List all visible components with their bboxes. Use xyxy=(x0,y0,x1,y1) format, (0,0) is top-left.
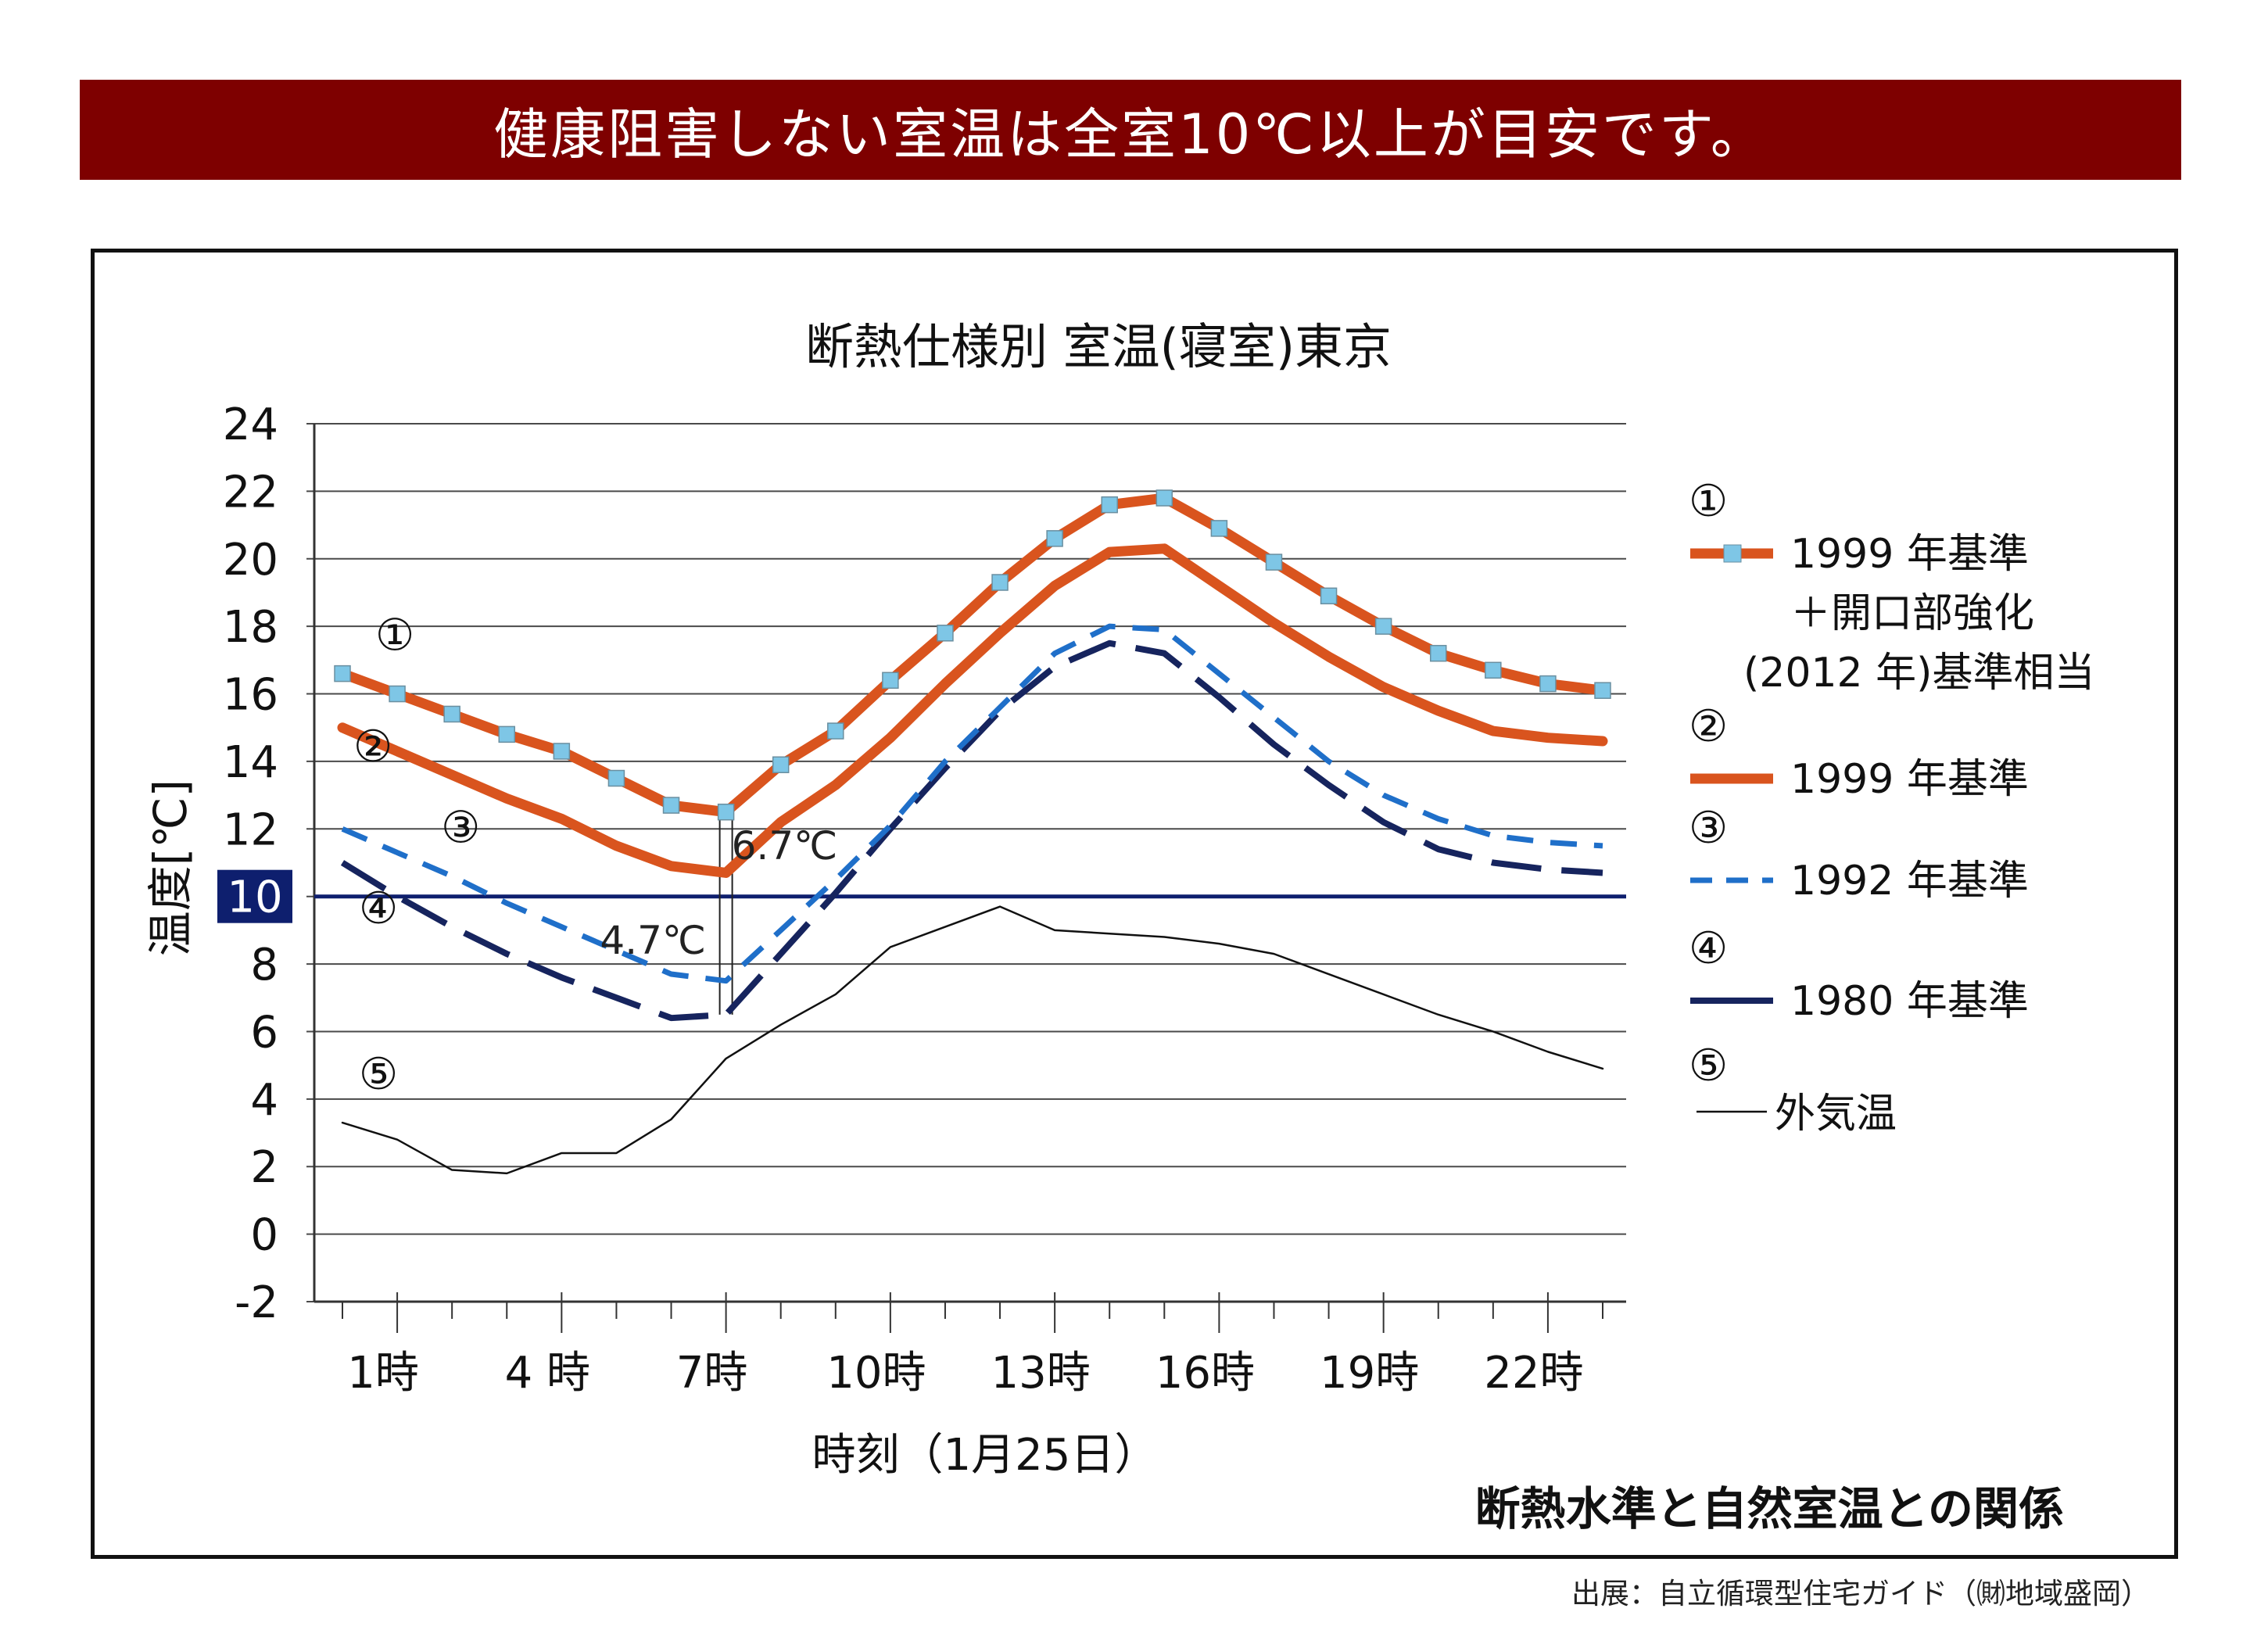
data-point-1 xyxy=(553,743,571,760)
annotation-label: 4.7℃ xyxy=(600,918,706,963)
x-axis-label: 時刻（1月25日） xyxy=(812,1430,1159,1481)
y-tick-label: 24 xyxy=(223,399,278,450)
y-tick-label: 8 xyxy=(250,940,278,991)
data-point-1 xyxy=(1539,675,1557,693)
data-point-1 xyxy=(1374,618,1392,635)
highlight-tick-box xyxy=(217,869,292,923)
y-tick-label: 16 xyxy=(223,670,278,721)
series-line-3 xyxy=(341,623,1603,984)
data-point-1 xyxy=(607,769,625,787)
source-note: 出展：自立循環型住宅ガイド（㈶地域盛岡） xyxy=(1571,1577,2150,1610)
legend-marker: ③ xyxy=(1689,803,1728,854)
legend-label: 1992 年基準 xyxy=(1790,858,2029,905)
legend-marker: ⑤ xyxy=(1689,1041,1728,1091)
data-point-1 xyxy=(717,803,735,821)
legend-label: 外気温 xyxy=(1775,1091,1897,1137)
y-tick-label: 6 xyxy=(250,1007,278,1058)
data-point-1 xyxy=(443,705,460,723)
data-point-1 xyxy=(1485,661,1502,679)
legend-marker: ① xyxy=(1689,476,1728,527)
series-line-4 xyxy=(340,639,1603,1022)
y-tick-label: 14 xyxy=(223,737,278,788)
y-tick-label: 2 xyxy=(250,1142,278,1193)
y-tick-label: 18 xyxy=(223,602,278,653)
legend-marker: ④ xyxy=(1689,923,1728,974)
y-tick-label: 12 xyxy=(223,804,278,855)
data-point-1 xyxy=(389,685,406,703)
data-point-1 xyxy=(937,625,954,642)
data-point-1 xyxy=(1320,587,1338,605)
series-line-2 xyxy=(337,543,1608,878)
data-point-1 xyxy=(827,722,844,740)
series-line-5 xyxy=(341,905,1604,1175)
data-point-1 xyxy=(1594,682,1611,699)
x-tick-label: 16時 xyxy=(1155,1348,1255,1399)
legend-swatch-marker xyxy=(1723,544,1742,563)
y-tick-label: 20 xyxy=(223,535,278,586)
y-tick-label: 10 xyxy=(227,872,282,923)
plot-area xyxy=(314,424,1626,1302)
data-point-1 xyxy=(334,665,351,682)
x-tick-label: 7時 xyxy=(676,1348,748,1399)
series-marker-label: ② xyxy=(353,722,392,772)
y-tick-label: 0 xyxy=(250,1210,278,1261)
legend-label: (2012 年)基準相当 xyxy=(1743,650,2094,697)
legend-label: 1980 年基準 xyxy=(1790,978,2029,1025)
y-tick-label: 22 xyxy=(223,467,278,518)
data-point-1 xyxy=(1101,496,1118,514)
data-point-1 xyxy=(1265,553,1283,571)
legend-marker: ② xyxy=(1689,701,1728,752)
series-line-1 xyxy=(337,493,1608,818)
data-point-1 xyxy=(1210,520,1228,537)
chart-title: 断熱仕様別 室温(寝室)東京 xyxy=(805,318,1392,375)
data-point-1 xyxy=(991,574,1009,591)
series-marker-label: ⑤ xyxy=(359,1049,398,1100)
y-tick-label: 4 xyxy=(250,1075,278,1126)
legend-label: 1999 年基準 xyxy=(1790,531,2029,578)
x-tick-label: 1時 xyxy=(347,1348,419,1399)
data-point-1 xyxy=(498,725,516,743)
legend-label: 1999 年基準 xyxy=(1790,756,2029,803)
y-axis-label: 温度[℃] xyxy=(144,779,197,956)
series-marker-label: ④ xyxy=(359,883,398,934)
banner-text: 健康阻害しない室温は全室10℃以上が目安です。 xyxy=(493,102,1768,167)
x-tick-label: 4 時 xyxy=(505,1348,590,1399)
data-point-1 xyxy=(882,672,899,690)
data-point-1 xyxy=(662,797,680,814)
x-tick-label: 13時 xyxy=(991,1348,1090,1399)
annotation-label: 6.7℃ xyxy=(732,823,838,869)
data-point-1 xyxy=(772,756,790,773)
series-marker-label: ① xyxy=(375,610,414,661)
title-banner: 健康阻害しない室温は全室10℃以上が目安です。 xyxy=(80,80,2181,180)
data-point-1 xyxy=(1046,530,1063,547)
x-tick-label: 22時 xyxy=(1484,1348,1583,1399)
legend-label: ＋開口部強化 xyxy=(1790,590,2034,637)
series-marker-label: ③ xyxy=(441,803,480,854)
data-point-1 xyxy=(1429,644,1447,662)
chart-frame xyxy=(91,249,2178,1559)
data-point-1 xyxy=(1155,489,1173,507)
y-tick-label: -2 xyxy=(235,1277,278,1328)
x-tick-label: 10時 xyxy=(826,1348,926,1399)
caption: 断熱水準と自然室温との関係 xyxy=(1475,1482,2064,1535)
x-tick-label: 19時 xyxy=(1320,1348,1419,1399)
